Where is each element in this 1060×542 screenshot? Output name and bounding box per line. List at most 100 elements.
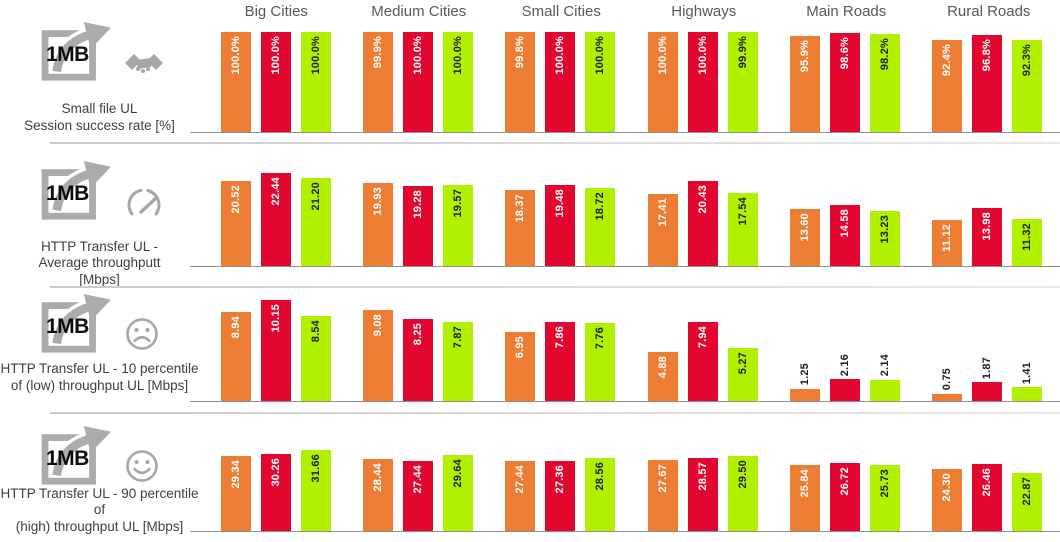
mb-badge-label: 1MB — [46, 182, 89, 205]
bar-value-label: 25.84 — [798, 469, 811, 498]
row-caption-line: HTTP Transfer UL - — [40, 238, 159, 254]
bar: 29.34 — [221, 456, 252, 531]
bar-value-label: 10.15 — [270, 303, 283, 333]
bar-value-label: 99.9% — [372, 36, 385, 69]
mb-badge-label: 1MB — [46, 315, 89, 338]
row-caption: HTTP Transfer UL - 90 percentile of (high… — [0, 486, 199, 535]
bar-group: 27.67 28.57 29.50 — [632, 429, 774, 531]
bar-group: 99.9% 100.0% 100.0% — [347, 32, 489, 132]
bar-value-label: 14.58 — [838, 209, 851, 238]
bar-group: 100.0% 100.0% 99.9% — [632, 32, 774, 132]
row-separator — [50, 142, 1060, 144]
bar: 17.54 — [727, 192, 758, 266]
bar: 8.25 — [403, 318, 434, 401]
row-caption-line: HTTP Transfer UL - 10 percentile — [0, 361, 199, 377]
bar-value-label: 29.34 — [230, 460, 243, 489]
bar-value-label: 100.0% — [310, 36, 323, 75]
bar: 18.37 — [505, 189, 536, 266]
bar: 9.08 — [363, 310, 394, 401]
bar: 10.15 — [261, 299, 292, 401]
bar: 27.44 — [505, 461, 536, 531]
bar: 25.84 — [789, 465, 820, 531]
category-label: Big Cities — [244, 3, 308, 20]
bar-value-label: 1.87 — [980, 357, 993, 380]
bar-value-label: 100.0% — [412, 36, 425, 75]
bar-value-label: 29.50 — [736, 459, 749, 489]
row-caption-line: HTTP Transfer UL - 90 percentile of — [0, 485, 199, 518]
bar-groups: 29.34 30.26 31.66 28.44 27.44 29.64 27.44 27.36… — [205, 429, 1058, 531]
bar: 13.98 — [971, 207, 1002, 266]
bar-value-label: 8.94 — [230, 315, 243, 338]
bar-group: 29.34 30.26 31.66 — [205, 429, 347, 531]
bar: 13.23 — [869, 210, 900, 266]
bar: 19.28 — [403, 185, 434, 266]
bar: 28.57 — [687, 458, 718, 531]
bar-value-label: 95.9% — [798, 40, 811, 73]
bar-value-label: 22.44 — [270, 176, 283, 206]
upload-1mb-icon: 1MB — [38, 21, 118, 83]
bar-group: 27.44 27.36 28.56 — [489, 429, 631, 531]
bar-group: 28.44 27.44 29.64 — [347, 429, 489, 531]
bar: 22.87 — [1011, 472, 1042, 531]
bar: 100.0% — [261, 32, 292, 132]
bar-groups: 100.0% 100.0% 100.0% 99.9% 100.0% 100.0% 99.8%… — [205, 32, 1058, 132]
bar-value-label: 2.16 — [838, 354, 851, 377]
bar: 96.8% — [971, 35, 1002, 132]
bar: 7.76 — [585, 323, 616, 401]
speedometer-icon — [124, 187, 164, 219]
bar-value-label: 100.0% — [554, 36, 567, 75]
bar-value-label: 100.0% — [594, 36, 607, 75]
row-caption-line: (high) throughput UL [Mbps] — [15, 518, 184, 534]
bar: 14.58 — [829, 205, 860, 266]
bar-value-label: 13.98 — [980, 211, 993, 241]
bar-value-label: 21.20 — [310, 181, 323, 211]
bar-value-label: 19.93 — [372, 187, 385, 216]
bar-group: 99.8% 100.0% 100.0% — [489, 32, 631, 132]
bar: 20.52 — [221, 180, 252, 266]
bar-value-label: 0.75 — [940, 368, 953, 391]
bar-value-label: 96.8% — [980, 39, 993, 72]
bar: 99.9% — [363, 32, 394, 132]
bar-value-label: 98.2% — [878, 37, 891, 71]
bar: 99.9% — [727, 32, 758, 132]
bar: 92.4% — [931, 39, 962, 132]
category-label: Highways — [671, 3, 737, 20]
mb-badge-label: 1MB — [46, 43, 89, 66]
row-separator — [50, 286, 1060, 288]
bar-value-label: 100.0% — [452, 36, 465, 75]
bar: 8.54 — [301, 315, 332, 401]
metric-row-p10-throughput: 1MB HTTP Transfer UL - 10 percentile of (… — [0, 288, 1060, 414]
bar: 27.36 — [545, 461, 576, 531]
category-label: Medium Cities — [371, 3, 467, 20]
row-caption: HTTP Transfer UL - 10 percentile of (low)… — [0, 361, 199, 394]
bar: 7.86 — [545, 322, 576, 401]
bar: 100.0% — [301, 32, 332, 132]
bar: 100.0% — [403, 32, 434, 132]
bar-value-label: 17.54 — [736, 196, 749, 226]
bar-value-label: 19.48 — [554, 188, 567, 218]
bar-value-label: 100.0% — [656, 36, 669, 75]
row-caption: HTTP Transfer UL - Average throughputt [Mb… — [0, 239, 199, 288]
category-labels: Big Cities Medium Cities Small Cities Highw… — [205, 0, 1060, 26]
bar-group: 95.9% 98.6% 98.2% — [774, 32, 916, 132]
bar: 1.25 — [789, 363, 820, 401]
row-icon-group: 1MB — [38, 160, 164, 222]
bar-value-label: 25.73 — [878, 469, 891, 498]
bar-value-label: 31.66 — [310, 454, 323, 483]
bar-value-label: 27.44 — [412, 465, 425, 494]
bar: 99.8% — [505, 32, 536, 132]
bar: 22.44 — [261, 172, 292, 266]
bar-value-label: 29.64 — [452, 459, 465, 488]
bar-group: 0.75 1.87 1.41 — [916, 291, 1058, 401]
bar-value-label: 19.28 — [412, 189, 425, 219]
row-icon-group: 1MB — [38, 21, 164, 83]
bar: 29.64 — [443, 455, 474, 531]
row-label-area: 1MB Small file UL Session success rate [%… — [0, 21, 205, 144]
bar-value-label: 6.95 — [514, 335, 527, 358]
bar-value-label: 20.52 — [230, 184, 243, 214]
row-separator — [50, 412, 1060, 414]
bar-value-label: 100.0% — [270, 36, 283, 75]
bar: 4.88 — [647, 352, 678, 401]
bar-value-label: 26.46 — [980, 467, 993, 497]
bar-value-label: 8.54 — [310, 319, 323, 342]
